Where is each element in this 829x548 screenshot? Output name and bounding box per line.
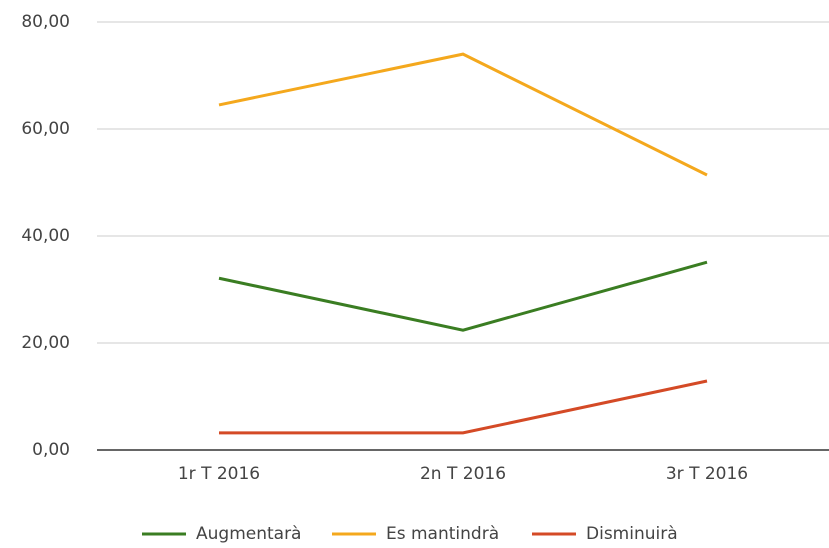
legend-label: Disminuirà xyxy=(586,524,678,544)
y-tick-label: 80,00 xyxy=(21,12,70,32)
y-tick-label: 40,00 xyxy=(21,226,70,246)
legend-label: Augmentarà xyxy=(196,524,301,544)
series-line xyxy=(218,260,708,332)
y-tick-label: 60,00 xyxy=(21,119,70,139)
x-tick-label: 2n T 2016 xyxy=(420,464,506,484)
legend-label: Es mantindrà xyxy=(386,524,499,544)
y-tick-label: 20,00 xyxy=(21,333,70,353)
series-line xyxy=(218,52,708,177)
x-tick-label: 3r T 2016 xyxy=(666,464,748,484)
x-tick-label: 1r T 2016 xyxy=(178,464,260,484)
series-line xyxy=(219,379,708,435)
y-tick-label: 0,00 xyxy=(32,440,70,460)
